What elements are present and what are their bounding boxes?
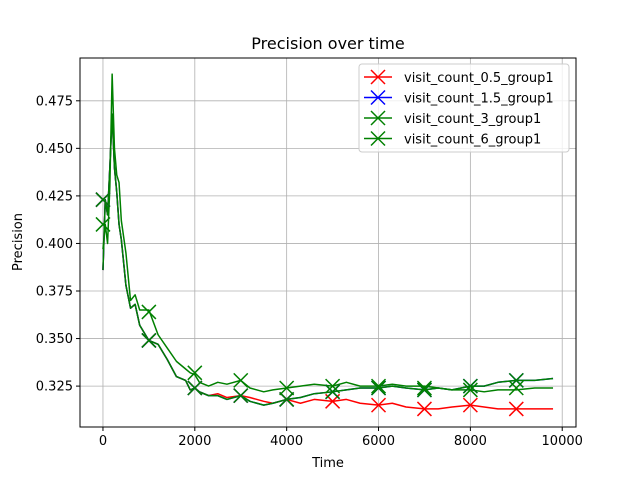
data-point-marker-visit_count_6_group1 — [95, 216, 111, 232]
data-point-marker-visit_count_6_group1 — [187, 365, 203, 381]
y-tick-label: 0.375 — [36, 285, 73, 300]
legend-box — [358, 63, 570, 153]
marker-layer — [95, 192, 524, 417]
data-point-marker-visit_count_6_group1 — [279, 380, 295, 396]
legend-entry-visit_count_1.5_group1: visit_count_1.5_group1 — [364, 89, 554, 107]
legend-label: visit_count_0.5_group1 — [404, 71, 554, 86]
data-point-marker-visit_count_3_group1 — [325, 384, 341, 400]
chart-title: Precision over time — [251, 34, 404, 53]
legend-x-marker-icon — [370, 69, 386, 85]
legend-items: visit_count_0.5_group1 visit_count_1.5_gr… — [364, 69, 554, 148]
data-point-marker-visit_count_0.5_group1 — [462, 397, 478, 413]
legend-label: visit_count_6_group1 — [404, 133, 541, 148]
legend-entry-visit_count_0.5_group1: visit_count_0.5_group1 — [364, 69, 554, 86]
y-axis-title: Precision — [11, 213, 26, 271]
grid-layer — [80, 58, 576, 427]
data-point-marker-visit_count_6_group1 — [325, 378, 341, 394]
data-point-marker-visit_count_6_group1 — [141, 304, 157, 320]
data-point-marker-visit_count_3_group1 — [416, 382, 432, 398]
data-point-marker-visit_count_3_group1 — [370, 380, 387, 396]
data-point-marker-visit_count_3_group1 — [508, 372, 524, 388]
x-tick-label: 4000 — [270, 434, 303, 449]
data-point-marker-visit_count_3_group1 — [279, 391, 295, 407]
y-tick-label: 0.425 — [36, 189, 73, 204]
legend-x-marker-icon — [370, 89, 386, 106]
series-layer — [102, 73, 554, 410]
x-tick-label: 8000 — [454, 434, 487, 449]
series-line-visit_count_6_group1 — [102, 73, 554, 393]
x-axis-title: Time — [311, 456, 344, 471]
y-tick-label: 0.400 — [36, 237, 73, 252]
x-tick-label: 0 — [99, 434, 107, 449]
x-tick-label: 2000 — [178, 434, 211, 449]
data-point-marker-visit_count_6_group1 — [233, 372, 249, 388]
data-point-marker-visit_count_3_group1 — [187, 380, 203, 396]
data-point-marker-visit_count_6_group1 — [370, 378, 387, 394]
data-point-marker-visit_count_6_group1 — [416, 380, 432, 396]
legend-x-marker-icon — [370, 130, 386, 147]
x-tick-label: 10000 — [542, 434, 583, 449]
data-point-marker-visit_count_3_group1 — [462, 378, 478, 394]
legend-label: visit_count_1.5_group1 — [404, 92, 554, 107]
y-tick-label: 0.475 — [36, 94, 73, 109]
legend-label: visit_count_3_group1 — [404, 112, 541, 127]
data-point-marker-visit_count_0.5_group1 — [370, 397, 387, 413]
tick-layer: 0 2000 4000 6000 8000 10000 0.325 0.350 0.375 0.4… — [36, 94, 583, 449]
plot-frame — [79, 57, 577, 428]
x-tick-label: 6000 — [362, 434, 395, 449]
data-point-marker-visit_count_3_group1 — [141, 332, 157, 348]
data-point-marker-visit_count_3_group1 — [233, 388, 249, 404]
data-point-marker-visit_count_6_group1 — [462, 382, 478, 398]
data-point-marker-visit_count_0.5_group1 — [416, 401, 432, 417]
y-tick-label: 0.325 — [36, 380, 73, 395]
data-point-marker-visit_count_0.5_group1 — [508, 401, 524, 417]
y-tick-label: 0.450 — [36, 142, 73, 157]
legend-entry-visit_count_6_group1: visit_count_6_group1 — [364, 130, 541, 148]
legend-entry-visit_count_3_group1: visit_count_3_group1 — [364, 110, 541, 127]
series-line-visit_count_3_group1 — [102, 113, 554, 406]
legend-x-marker-icon — [370, 110, 386, 126]
data-point-marker-visit_count_6_group1 — [508, 380, 524, 396]
legend: visit_count_0.5_group1 visit_count_1.5_gr… — [358, 63, 570, 153]
y-tick-label: 0.350 — [36, 332, 73, 347]
data-point-marker-visit_count_3_group1 — [95, 192, 111, 208]
